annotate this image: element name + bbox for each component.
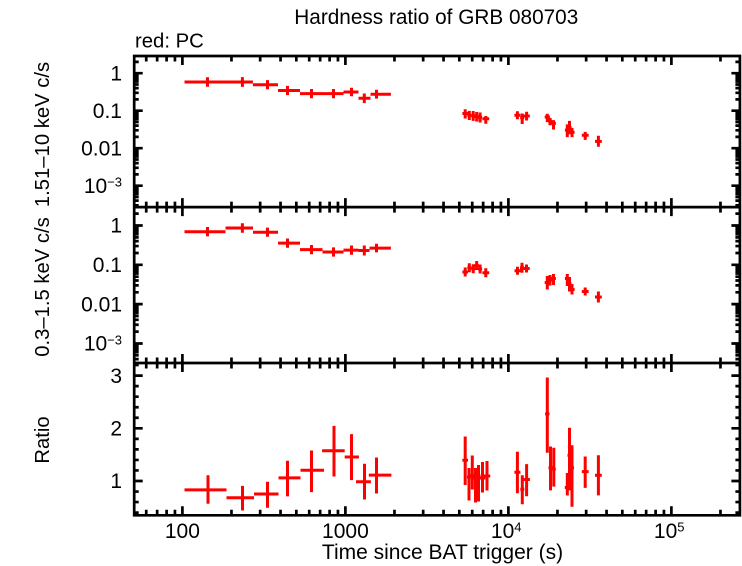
svg-text:1: 1 xyxy=(110,470,122,493)
svg-text:Hardness ratio of GRB 080703: Hardness ratio of GRB 080703 xyxy=(294,6,578,29)
svg-text:Time since BAT trigger (s): Time since BAT trigger (s) xyxy=(322,541,563,564)
svg-text:0.1: 0.1 xyxy=(93,100,122,123)
svg-text:0.01: 0.01 xyxy=(81,137,122,160)
svg-text:1.51–10 keV c/s: 1.51–10 keV c/s xyxy=(32,62,54,207)
svg-text:1: 1 xyxy=(110,215,122,238)
svg-text:0.3–1.5 keV c/s: 0.3–1.5 keV c/s xyxy=(32,217,54,357)
svg-text:1: 1 xyxy=(110,62,122,85)
svg-text:0.1: 0.1 xyxy=(93,254,122,277)
svg-text:105: 105 xyxy=(654,520,685,543)
svg-text:104: 104 xyxy=(491,520,522,543)
svg-text:Ratio: Ratio xyxy=(32,416,54,463)
svg-text:red: PC: red: PC xyxy=(135,31,204,53)
svg-text:2: 2 xyxy=(110,418,122,441)
svg-text:3: 3 xyxy=(110,365,122,388)
svg-text:0.01: 0.01 xyxy=(81,293,122,316)
svg-text:1000: 1000 xyxy=(322,520,369,543)
svg-text:100: 100 xyxy=(165,520,200,543)
